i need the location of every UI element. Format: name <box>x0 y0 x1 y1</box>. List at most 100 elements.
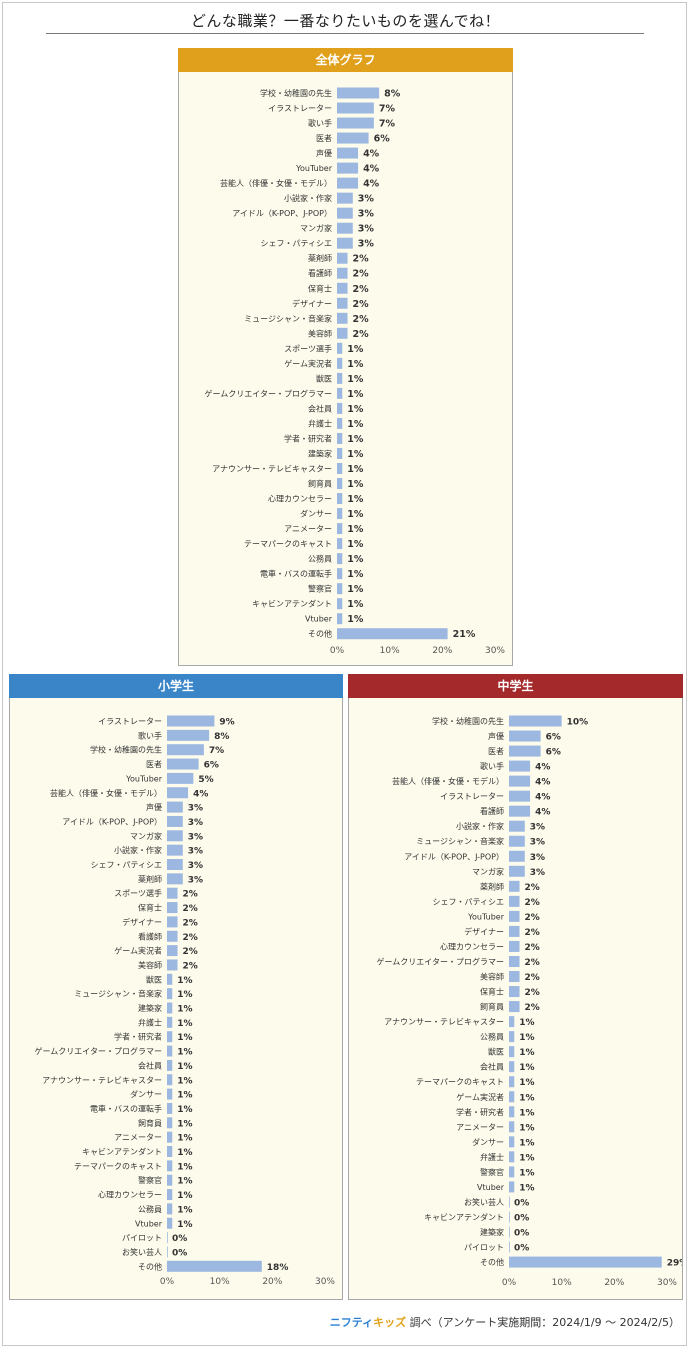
category-label: 保育士 <box>308 283 332 293</box>
value-label: 1% <box>519 1078 534 1088</box>
bar <box>509 1226 510 1238</box>
value-label: 2% <box>525 913 540 923</box>
value-label: 1% <box>519 1048 534 1058</box>
bar <box>167 1059 173 1071</box>
category-label: お笑い芸人 <box>464 1197 504 1207</box>
bar <box>167 1246 168 1258</box>
bar <box>337 267 348 279</box>
bar <box>167 830 183 842</box>
category-label: アニメーター <box>284 525 332 534</box>
bar <box>167 1016 173 1028</box>
category-label: キャビンアテンダント <box>252 599 332 609</box>
value-label: 3% <box>358 209 375 220</box>
value-label: 1% <box>177 1220 192 1230</box>
value-label: 7% <box>209 746 224 756</box>
category-label: 芸能人（俳優・女優・モデル） <box>50 788 162 798</box>
footer-source: ニフティキッズ 調べ（アンケート実施期間：2024/1/9 ～ 2024/2/5… <box>0 1314 680 1330</box>
value-label: 0% <box>514 1244 529 1254</box>
category-label: 学者・研究者 <box>114 1032 162 1042</box>
overall-chart-panel: 全体グラフ 学校・幼稚園の先生 8% イラストレーター 7% 歌い手 7% 医者 6% 声優 4%… <box>178 48 513 666</box>
bar <box>167 1117 173 1129</box>
bar <box>509 805 531 817</box>
bar <box>337 538 343 550</box>
value-label: 1% <box>177 1119 192 1129</box>
overall-chart-header: 全体グラフ <box>178 48 513 72</box>
value-label: 1% <box>519 1093 534 1103</box>
category-label: 飼育員 <box>480 1002 504 1012</box>
bar <box>167 1045 173 1057</box>
bar <box>509 1001 520 1013</box>
category-label: マンガ家 <box>472 866 504 876</box>
value-label: 1% <box>347 404 364 415</box>
bar <box>337 222 353 234</box>
value-label: 1% <box>177 1048 192 1058</box>
category-label: 建築家 <box>308 448 332 458</box>
bar <box>509 880 520 892</box>
category-label: 小説家・作家 <box>114 845 162 855</box>
value-label: 1% <box>177 1076 192 1086</box>
category-label: 学校・幼稚園の先生 <box>260 88 332 98</box>
bar <box>337 87 380 99</box>
value-label: 9% <box>219 718 234 728</box>
bar <box>337 583 343 595</box>
category-label: 弁護士 <box>308 418 332 428</box>
value-label: 4% <box>363 149 380 160</box>
value-label: 5% <box>198 775 213 785</box>
value-label: 2% <box>183 947 198 957</box>
bar <box>337 432 343 444</box>
value-label: 3% <box>188 861 203 871</box>
bar <box>167 973 173 985</box>
category-label: その他 <box>138 1261 162 1271</box>
value-label: 1% <box>347 479 364 490</box>
value-label: 1% <box>519 1063 534 1073</box>
bar <box>167 744 204 756</box>
bar <box>337 162 359 174</box>
category-label: ダンサー <box>300 509 332 519</box>
footer-survey-period: 調べ（アンケート実施期間：2024/1/9 ～ 2024/2/5） <box>409 1316 680 1329</box>
x-tick-label: 30% <box>315 1277 335 1287</box>
category-label: 学者・研究者 <box>284 433 332 443</box>
x-tick-label: 0% <box>502 1278 517 1288</box>
elementary-chart-header: 小学生 <box>9 674 343 698</box>
bar <box>167 758 199 770</box>
value-label: 2% <box>353 284 370 295</box>
value-label: 1% <box>519 1183 534 1193</box>
value-label: 3% <box>358 194 375 205</box>
category-label: ゲームクリエイター・プログラマー <box>205 388 332 398</box>
bar <box>509 1016 515 1028</box>
category-label: 芸能人（俳優・女優・モデル） <box>392 776 504 786</box>
junior-high-chart-header: 中学生 <box>348 674 683 698</box>
category-label: 美容師 <box>138 960 162 970</box>
category-label: ゲーム実況者 <box>456 1092 504 1102</box>
category-label: アイドル（K-POP、J-POP） <box>232 209 332 218</box>
bar <box>337 147 359 159</box>
category-label: 獣医 <box>316 373 332 383</box>
category-label: 保育士 <box>138 903 162 913</box>
category-label: キャビンアテンダント <box>82 1147 162 1157</box>
category-label: テーマパークのキャスト <box>244 540 332 549</box>
value-label: 1% <box>347 554 364 565</box>
value-label: 1% <box>177 1091 192 1101</box>
category-label: 学校・幼稚園の先生 <box>432 716 504 726</box>
bar <box>509 925 520 937</box>
bar <box>337 237 353 249</box>
footer-brand-kids[interactable]: キッズ <box>373 1316 407 1329</box>
bar <box>509 1121 515 1133</box>
footer-brand-nifty[interactable]: ニフティ <box>329 1316 374 1329</box>
category-label: 飼育員 <box>308 479 332 489</box>
bar <box>509 1136 515 1148</box>
category-label: 警察官 <box>480 1167 504 1177</box>
category-label: テーマパークのキャスト <box>416 1078 504 1087</box>
value-label: 4% <box>535 763 550 773</box>
title-divider <box>46 33 644 34</box>
category-label: 小説家・作家 <box>456 821 504 831</box>
value-label: 0% <box>514 1229 529 1239</box>
category-label: Vtuber <box>135 1219 163 1228</box>
category-label: スポーツ選手 <box>284 343 332 353</box>
category-label: 会社員 <box>480 1062 504 1072</box>
category-label: パイロット <box>464 1243 504 1252</box>
category-label: その他 <box>308 629 332 639</box>
category-label: 保育士 <box>480 987 504 997</box>
category-label: アイドル（K-POP、J-POP） <box>404 852 504 861</box>
category-label: その他 <box>480 1257 504 1267</box>
